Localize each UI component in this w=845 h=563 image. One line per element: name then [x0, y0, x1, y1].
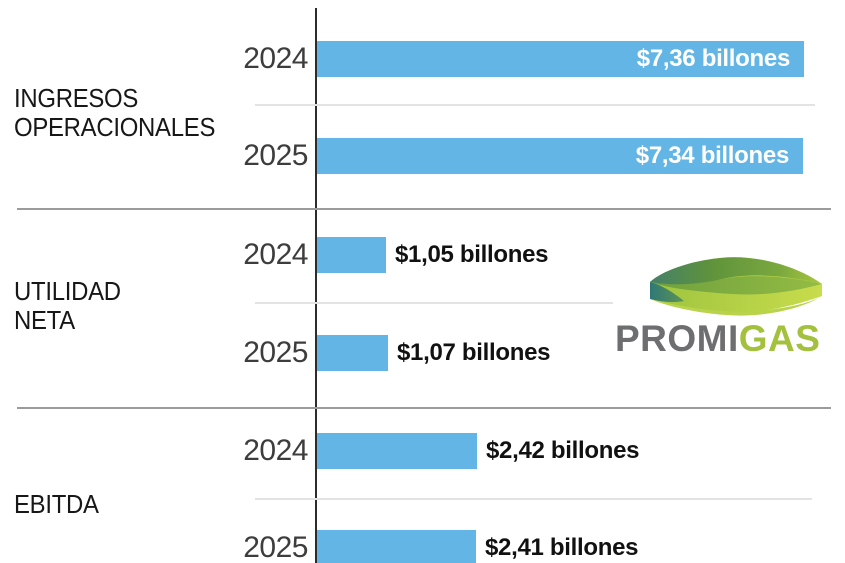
- year-label: 2024: [243, 42, 308, 75]
- bar-ingresos-2024: $7,36 billones: [317, 41, 804, 77]
- year-label: 2024: [243, 434, 308, 467]
- year-label: 2024: [243, 238, 308, 271]
- row-divider: [255, 104, 815, 106]
- section-divider: [17, 407, 831, 409]
- bar-row-ebitda-2024: 2024 $2,42 billones: [0, 433, 845, 469]
- year-label: 2025: [243, 336, 308, 369]
- bar-row-ingresos-2025: 2025 $7,34 billones: [0, 138, 845, 174]
- promigas-wordmark: PROMIGAS: [615, 320, 820, 358]
- logo-text-gas: GAS: [738, 318, 821, 359]
- bar-value-label: $1,05 billones: [395, 241, 549, 268]
- bar-value-label: $7,34 billones: [635, 142, 790, 169]
- bar-ingresos-2025: $7,34 billones: [317, 138, 803, 174]
- section-label-utilidad-neta: UTILIDAD NETA: [14, 277, 121, 335]
- section-label-line: EBITDA: [14, 489, 99, 519]
- row-divider: [255, 498, 812, 500]
- section-label-line: OPERACIONALES: [14, 112, 216, 142]
- promigas-leaf-icon: [650, 257, 822, 316]
- logo-text-promi: PROMI: [615, 318, 739, 359]
- year-label: 2025: [243, 531, 308, 563]
- bar-value-label: $2,41 billones: [485, 534, 639, 561]
- bar-row-utilidad-2025: 2025 $1,07 billones: [0, 335, 845, 371]
- bar-value-label: $1,07 billones: [397, 339, 551, 366]
- row-divider: [255, 302, 613, 304]
- section-label-line: NETA: [14, 305, 75, 335]
- vertical-axis-line: [315, 8, 317, 563]
- bar-row-utilidad-2024: 2024 $1,05 billones: [0, 237, 845, 273]
- bar-ebitda-2025: [317, 530, 476, 563]
- bar-row-ebitda-2025: 2025 $2,41 billones: [0, 530, 845, 563]
- bar-row-ingresos-2024: 2024 $7,36 billones: [0, 41, 845, 77]
- section-label-ingresos-operacionales: INGRESOS OPERACIONALES: [14, 84, 215, 142]
- year-label: 2025: [243, 139, 308, 172]
- bar-value-label: $2,42 billones: [486, 437, 640, 464]
- bar-utilidad-2025: [317, 335, 388, 371]
- bar-utilidad-2024: [317, 237, 386, 273]
- section-divider: [17, 208, 831, 210]
- section-label-line: INGRESOS: [14, 83, 139, 113]
- section-label-line: UTILIDAD: [14, 276, 121, 306]
- bar-ebitda-2024: [317, 433, 477, 469]
- bar-value-label: $7,36 billones: [636, 45, 791, 72]
- section-label-ebitda: EBITDA: [14, 490, 99, 519]
